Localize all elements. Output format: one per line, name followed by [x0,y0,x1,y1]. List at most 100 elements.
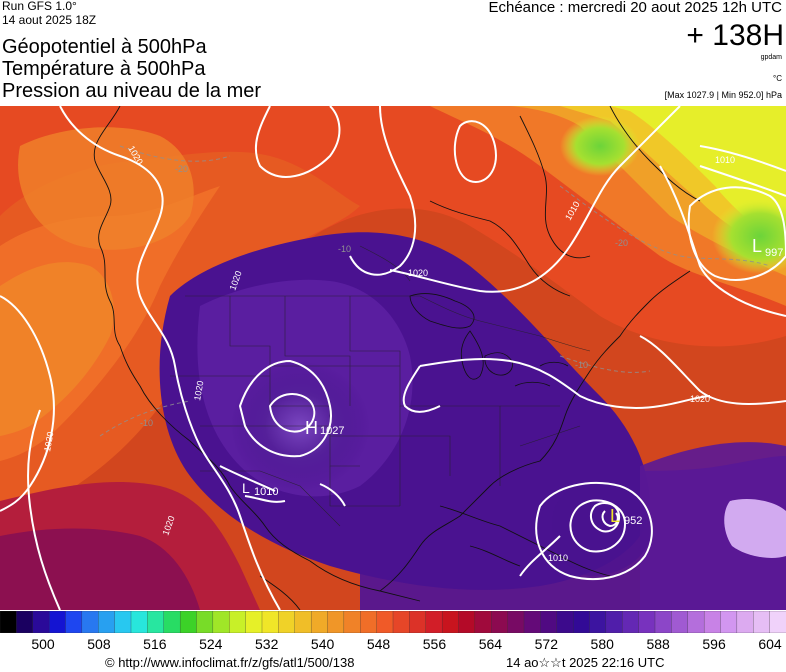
color-scale-label: 508 [87,636,111,652]
color-scale-swatch [736,611,755,633]
color-scale-swatch [48,611,67,633]
color-scale-swatch [179,611,198,633]
isobar-label: 1020 [690,394,710,404]
color-scale-label: 548 [366,636,391,652]
color-scale-swatch [294,611,312,633]
color-scale-swatch [622,611,640,633]
isobars [0,106,786,610]
color-scale-swatch [687,611,705,633]
color-scale-swatch [572,611,591,633]
color-scale-swatch [114,611,132,633]
color-scale-swatch [638,611,656,633]
color-scale-swatch [769,611,786,633]
color-scale-swatch [474,611,493,633]
color-scale-label: 588 [646,636,670,652]
isobar-label: 1010 [715,155,735,165]
temperature-label: -20 [175,164,188,174]
color-scale-swatch [310,611,329,633]
weather-map: 1020 1020 1020 1020 1020 1020 1020 1010 … [0,106,786,610]
color-scale-label: 596 [702,636,726,652]
color-scale-swatch [196,611,214,633]
high-pressure-center: H 1027 [305,418,344,438]
color-scale-swatch [327,611,345,633]
pressure-centers: H 1027 L 1010 L 952 L 997 [242,236,783,527]
run-label: Run GFS 1.0° [2,0,77,13]
color-scale-label: 540 [310,636,335,652]
color-scale-swatch [212,611,231,633]
color-scale-swatch [556,611,574,633]
color-scale-swatch [671,611,689,633]
color-scale-swatch [81,611,100,633]
color-scale-label: 532 [255,636,279,652]
svg-text:1027: 1027 [320,425,344,437]
color-scale-swatch [245,611,263,633]
color-scale-swatch [654,611,673,633]
color-scale-swatch [441,611,460,633]
color-scale-swatch [392,611,411,633]
temperature-isotherms [99,145,771,437]
color-scale-swatch [753,611,771,633]
color-scale-label: 556 [422,636,447,652]
color-scale-label: 516 [143,636,167,652]
temperature-label: -10 [338,244,351,254]
temperature-label: -20 [615,238,628,248]
color-scale-label: 604 [758,636,782,652]
low-pressure-center: L 1010 [242,480,278,498]
map-titles: Géopotentiel à 500hPa Température à 500h… [2,36,261,102]
title-geopotential: Géopotentiel à 500hPa [2,36,207,58]
color-scale-swatch [703,611,722,633]
title-temperature: Température à 500hPa [2,58,206,80]
borders [170,245,591,527]
coastlines [93,106,701,610]
color-scale-swatch [229,611,247,633]
cold-trough-field [159,232,786,610]
temperature-label: -10 [140,418,153,428]
color-scale-swatch [409,611,427,633]
color-scale-swatch [163,611,181,633]
forecast-valid-time: Echéance : mercredi 20 aout 2025 12h UTC [488,0,782,16]
hurricane-low-center: L 952 [610,506,642,527]
color-scale-swatch [278,611,296,633]
color-scale-swatch [376,611,394,633]
svg-text:L: L [242,480,250,496]
svg-text:952: 952 [624,515,642,527]
color-scale-swatch [343,611,362,633]
color-scale-swatch [360,611,378,633]
title-pressure: Pression au niveau de la mer [2,80,262,102]
source-url: © http://www.infoclimat.fr/z/gfs/atl1/50… [105,655,355,670]
svg-text:L: L [752,236,762,256]
color-scale-label: 524 [199,636,223,652]
color-scale-swatch [491,611,509,633]
color-scale-swatch [523,611,542,633]
color-scale-swatch [458,611,476,633]
isobar-label: 1020 [408,268,428,278]
atlantic-low-center: L 997 [752,236,783,259]
color-scale-bar [0,611,786,633]
temperature-labels: -20 -20 -10 -10 -10 [140,164,628,428]
geopotential-field [0,106,786,610]
unit-gpdam: gpdam [760,54,782,61]
forecast-offset: + 138H [686,19,784,52]
color-scale-swatch [589,611,607,633]
isobar-label: 1020 [42,431,55,452]
unit-celsius: °C [773,74,782,83]
isobar-label: 1010 [548,553,568,563]
svg-text:1010: 1010 [254,486,278,498]
svg-text:H: H [305,418,318,438]
great-lakes [409,293,569,387]
color-scale-swatch [147,611,165,633]
color-scale-swatch [425,611,443,633]
color-scale-swatch [507,611,525,633]
color-scale-swatch [0,611,18,633]
color-scale-swatch [16,611,34,633]
color-scale-label: 564 [478,636,503,652]
temperature-label: -10 [575,360,588,370]
color-scale-label: 500 [31,636,55,652]
color-scale-swatch [261,611,280,633]
pressure-max-min: [Max 1027.9 | Min 952.0] hPa [664,90,782,100]
color-scale-swatch [130,611,149,633]
render-timestamp: 14 ao☆☆t 2025 22:16 UTC [506,655,665,670]
color-scale-swatch [98,611,116,633]
color-scale-label: 572 [534,636,558,652]
color-scale-swatch [540,611,558,633]
